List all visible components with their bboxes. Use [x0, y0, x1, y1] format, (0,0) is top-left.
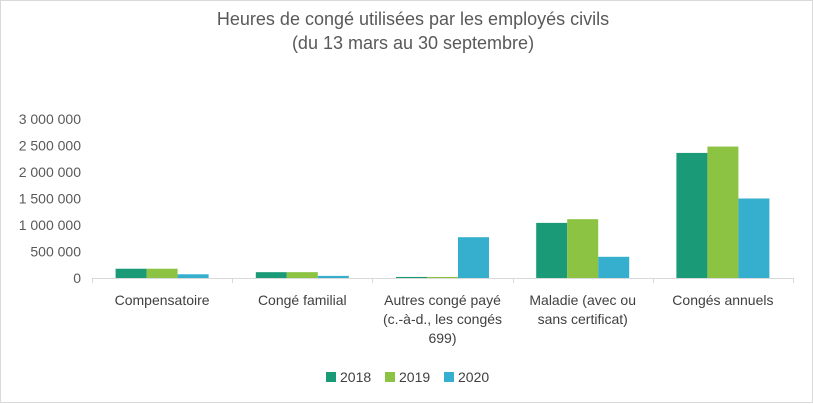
- bar-2018-2: [396, 276, 427, 278]
- bar-2020-4: [738, 198, 770, 278]
- y-tick-label: 2 000 000: [19, 164, 81, 180]
- bar-2020-1: [317, 275, 349, 278]
- legend-label: 2019: [399, 369, 430, 385]
- y-axis: 0 500 000 1 000 000 1 500 000 2 000 000 2 500…: [19, 111, 82, 286]
- x-category-label: Maladie (avec ou sans certificat): [529, 292, 636, 327]
- bar-2018-3: [536, 222, 568, 278]
- x-category-label: Autres congé payé (c.-à-d., les congés 699…: [383, 292, 502, 346]
- bar-2018-1: [255, 272, 287, 278]
- y-tick-label: 0: [73, 270, 81, 286]
- bars: [115, 146, 770, 278]
- bar-2020-3: [598, 256, 630, 278]
- legend-item-2020[interactable]: 2020: [444, 369, 489, 385]
- bar-2019-2: [427, 276, 458, 278]
- y-tick-label: 1 500 000: [19, 191, 81, 207]
- x-category-label: Compensatoire: [115, 292, 210, 308]
- legend-label: 2020: [458, 369, 489, 385]
- y-tick-label: 1 000 000: [19, 217, 81, 233]
- bar-2018-0: [115, 268, 147, 278]
- bar-2019-1: [286, 272, 318, 278]
- legend-item-2019[interactable]: 2019: [385, 369, 430, 385]
- x-axis: Compensatoire Congé familial Autres congé …: [92, 278, 794, 346]
- chart-title-line: Heures de congé utilisées par les employ…: [217, 9, 609, 29]
- x-category-label: Congé familial: [258, 292, 347, 308]
- bar-2020-0: [177, 274, 209, 278]
- legend-swatch: [385, 372, 395, 382]
- bar-2019-3: [567, 219, 599, 278]
- legend-swatch: [326, 372, 336, 382]
- legend-swatch: [444, 372, 454, 382]
- chart-title-line: (du 13 mars au 30 septembre): [292, 33, 534, 53]
- legend-label: 2018: [340, 369, 371, 385]
- bar-2019-0: [146, 268, 178, 278]
- y-tick-label: 2 500 000: [19, 138, 81, 154]
- bar-2020-2: [458, 237, 489, 278]
- legend[interactable]: 2018 2019 2020: [326, 369, 489, 385]
- y-tick-label: 3 000 000: [19, 111, 81, 127]
- chart-title: Heures de congé utilisées par les employ…: [217, 9, 609, 53]
- y-tick-label: 500 000: [30, 244, 81, 260]
- bar-2018-4: [676, 152, 708, 278]
- legend-item-2018[interactable]: 2018: [326, 369, 371, 385]
- x-category-label: Congés annuels: [672, 292, 773, 308]
- bar-2019-4: [707, 146, 739, 278]
